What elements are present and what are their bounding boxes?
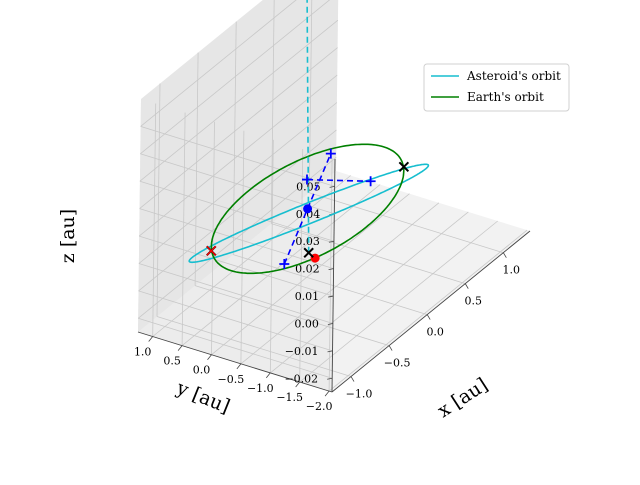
x-tick-label: 0.5 <box>465 295 483 308</box>
grid-line-z-left <box>138 290 333 352</box>
y-tick-mark <box>295 381 300 388</box>
z-tick-label: 0.01 <box>295 290 320 303</box>
z-tick-mark <box>328 295 334 298</box>
grid-line-y-wall <box>181 112 186 346</box>
grid-line-z-back <box>138 129 337 292</box>
plus-marker <box>301 174 312 185</box>
x-tick-mark <box>350 376 355 382</box>
z-tick-mark <box>328 240 335 243</box>
grid-line-z-back <box>139 19 339 182</box>
axis-panes <box>138 0 530 392</box>
x-tick-label: −1.0 <box>346 388 373 401</box>
x-tick-mark <box>464 283 469 289</box>
z-tick-label: 0.02 <box>295 263 320 276</box>
earth-orbit-line <box>210 143 405 275</box>
y-tick-label: −2.0 <box>306 400 333 413</box>
x-tick-mark <box>388 345 393 351</box>
x-axis-line <box>331 230 531 393</box>
legend-asteroid-label: Asteroid's orbit <box>466 69 561 83</box>
y-tick-label: −1.5 <box>276 391 303 404</box>
z-tick-label: −0.01 <box>285 345 319 358</box>
z-tick-label: −0.02 <box>284 372 318 385</box>
grid-lines <box>137 0 528 392</box>
z-tick-mark <box>327 350 333 353</box>
y-tick-label: −1.0 <box>247 382 274 395</box>
z-tick-label: 0.00 <box>294 318 319 331</box>
back-wall-pane <box>138 0 339 332</box>
y-tick-mark <box>148 336 154 342</box>
dashed-segment <box>306 178 371 183</box>
grid-line-z-back <box>138 102 338 264</box>
z-tick-mark <box>329 186 335 188</box>
legend-box <box>423 63 570 112</box>
point-marker <box>303 204 313 214</box>
grid-line-z-back <box>139 47 338 209</box>
z-tick-label: 0.04 <box>296 208 321 221</box>
x-tick-label: 0.0 <box>426 326 444 339</box>
x-tick-mark <box>503 252 507 258</box>
z-tick-label: 0.03 <box>295 235 320 248</box>
y-tick-label: 0.5 <box>163 355 181 368</box>
y-tick-label: 0.0 <box>193 364 211 377</box>
z-tick-mark <box>327 323 333 325</box>
plus-marker <box>325 148 336 159</box>
grid-line-x-wall <box>308 0 313 193</box>
asteroid-orbit-line <box>188 163 430 264</box>
x-marker <box>398 161 410 172</box>
grid-line-y-floor <box>211 193 410 356</box>
grid-line-y-wall <box>240 130 245 364</box>
grid-line-y-floor <box>152 175 351 337</box>
grid-line-y-wall <box>328 158 333 392</box>
z-tick-mark <box>327 377 333 380</box>
x-marker <box>303 247 314 258</box>
z-tick-mark <box>328 268 334 271</box>
x-tick-label: −0.5 <box>384 357 411 370</box>
z-axis-label: z [au] <box>57 209 79 263</box>
y-tick-label: 1.0 <box>134 346 152 359</box>
grid-line-y-floor <box>270 211 469 374</box>
grid-line-y-wall <box>269 139 274 373</box>
plus-marker <box>365 176 376 187</box>
grid-line-z-left <box>138 263 334 324</box>
plus-marker <box>279 258 290 269</box>
grid-line-x-wall <box>194 52 199 286</box>
y-tick-mark <box>177 345 183 351</box>
grid-line-z-back <box>138 74 338 237</box>
grid-line-x-wall <box>270 0 275 224</box>
x-axis-label: x [au] <box>434 374 492 422</box>
plot-area <box>188 0 430 275</box>
grid-line-z-back <box>140 0 297 127</box>
grid-line-x-wall <box>156 83 161 317</box>
x-tick-mark <box>426 314 431 320</box>
grid-line-x-wall <box>232 21 237 255</box>
z-axis-line <box>331 158 336 393</box>
grid-line-z-left <box>138 317 333 379</box>
grid-line-y-floor <box>328 229 528 392</box>
y-tick-mark <box>265 372 271 379</box>
grid-line-z-left <box>139 235 334 297</box>
x-marker <box>206 245 217 256</box>
legend: Asteroid's orbit Earth's orbit <box>423 63 570 112</box>
grid-line-z-back <box>137 156 337 319</box>
grid-line-z-back <box>140 0 331 155</box>
y-tick-mark <box>236 363 242 370</box>
y-tick-mark <box>207 354 212 360</box>
y-tick-label: −0.5 <box>218 373 245 386</box>
grid-line-y-wall <box>299 148 304 383</box>
tick-labels: −1.0−0.50.00.51.01.00.50.0−0.5−1.0−1.5−2… <box>134 180 520 413</box>
x-tick-label: 1.0 <box>503 264 521 277</box>
legend-earth-label: Earth's orbit <box>467 90 544 104</box>
grid-line-y-floor <box>181 184 381 346</box>
grid-line-y-wall <box>152 103 157 337</box>
y-tick-mark <box>324 390 330 397</box>
grid-line-y-floor <box>240 202 440 365</box>
